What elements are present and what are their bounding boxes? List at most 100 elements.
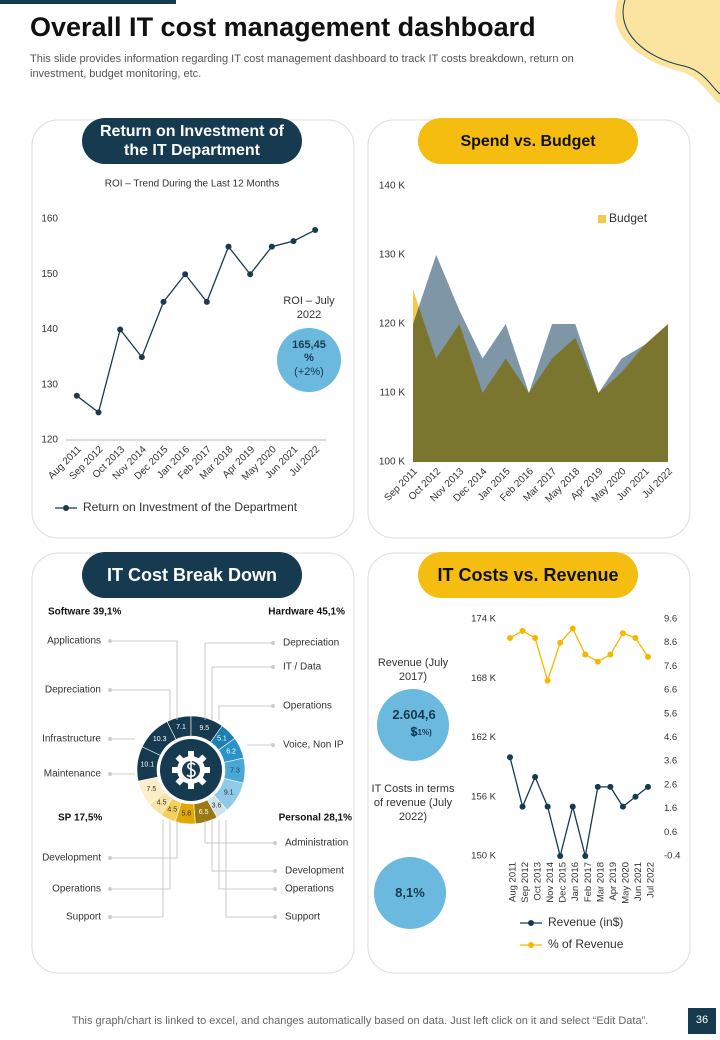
- series-line: [509, 627, 649, 683]
- data-point: [507, 634, 513, 641]
- item-label: Operations: [283, 701, 332, 712]
- segment-label: 4.5: [167, 807, 177, 814]
- data-point: [582, 853, 589, 859]
- data-point: [594, 783, 601, 790]
- legend-label: % of Revenue: [548, 937, 624, 951]
- y-tick-label: 6.6: [664, 685, 677, 696]
- data-point: [632, 793, 639, 800]
- data-point: [645, 783, 651, 790]
- panel-heading: IT Costs vs. Revenue: [437, 564, 619, 585]
- legend-marker: [63, 505, 69, 511]
- item-label: Administration: [285, 838, 348, 849]
- group-label: Personal 28,1%: [279, 813, 352, 824]
- donut-segment: [141, 721, 177, 756]
- y-tick-label: 1.6: [664, 803, 677, 814]
- x-tick-label: Oct 2013: [533, 862, 544, 901]
- y-tick-label: -0.4: [664, 851, 680, 862]
- leader-dot: [271, 665, 275, 669]
- data-point: [532, 774, 539, 780]
- x-tick-label: Mar 2018: [595, 862, 606, 902]
- group-label: Hardware 45,1%: [268, 607, 345, 618]
- y-tick-label: 120: [41, 435, 58, 446]
- y-tick-label: 150: [41, 269, 58, 280]
- annotation-label: Revenue (July 2017): [377, 657, 449, 683]
- data-point: [569, 625, 576, 632]
- y-tick-label: 120 K: [379, 319, 405, 330]
- x-tick-label: Jan 2016: [570, 862, 581, 901]
- leader-dot: [273, 841, 277, 845]
- leader-dot: [271, 641, 275, 645]
- series-line: [509, 757, 649, 857]
- item-label: Depreciation: [45, 685, 101, 696]
- annotation-label: ROI – July 2022: [283, 295, 335, 321]
- page-subtitle: This slide provides information regardin…: [30, 53, 574, 80]
- leader-dot: [108, 639, 112, 643]
- leader-line: [204, 642, 273, 720]
- segment-label: 7.3: [230, 767, 240, 774]
- series-line: [76, 229, 316, 414]
- legend-label: Revenue (in$): [548, 915, 623, 929]
- page-title: Overall IT cost management dashboard: [30, 12, 536, 42]
- segment-label: 3.6: [212, 803, 222, 810]
- data-point: [645, 653, 651, 660]
- leader-line: [218, 705, 273, 720]
- annotation-label: IT Costs in terms of revenue (July 2022): [371, 783, 455, 823]
- data-point: [268, 243, 275, 250]
- group-label: SP 17,5%: [58, 813, 102, 824]
- heading-pill: [418, 118, 638, 164]
- data-point: [182, 271, 189, 278]
- legend-label: Budget: [609, 211, 648, 225]
- leader-line: [110, 820, 164, 918]
- group-label: Software 39,1%: [48, 607, 121, 618]
- y-tick-label: 150 K: [471, 851, 496, 862]
- panel-heading: Return on Investment of the IT Departmen…: [99, 123, 284, 159]
- heading-pill: [418, 552, 638, 598]
- y-tick-label: 100 K: [379, 457, 405, 468]
- x-tick-label: Aug 2011: [508, 862, 519, 902]
- data-point: [532, 634, 539, 641]
- data-point: [607, 783, 614, 790]
- leader-dot: [108, 856, 112, 860]
- legend-marker: [528, 942, 534, 948]
- y-tick-label: 3.6: [664, 756, 677, 767]
- data-point: [73, 392, 80, 399]
- segment-label: 6.5: [199, 809, 209, 816]
- item-label: IT / Data: [283, 662, 322, 673]
- item-label: Development: [285, 866, 344, 877]
- leader-dot: [108, 688, 112, 692]
- leader-line: [110, 640, 178, 720]
- data-point: [594, 658, 601, 665]
- y-tick-label: 162 K: [471, 732, 496, 743]
- data-point: [203, 298, 210, 305]
- leader-dot: [271, 704, 275, 708]
- data-point: [225, 243, 232, 250]
- segment-label: 7.5: [147, 786, 157, 793]
- legend-label: Return on Investment of the Department: [83, 500, 298, 514]
- kpi-change: (-1%): [412, 728, 432, 737]
- data-point: [290, 238, 297, 245]
- series-area: [413, 255, 668, 462]
- y-tick-label: 130 K: [379, 250, 405, 261]
- leader-line: [211, 666, 273, 720]
- data-point: [519, 627, 526, 634]
- panel-heading: IT Cost Break Down: [106, 564, 278, 585]
- data-point: [519, 803, 526, 810]
- item-label: Infrastructure: [42, 734, 101, 745]
- item-label: Operations: [52, 884, 101, 895]
- page-number: 36: [695, 1014, 709, 1026]
- segment-label: 4.5: [157, 800, 167, 807]
- item-label: Operations: [285, 884, 334, 895]
- data-point: [247, 271, 254, 278]
- item-label: Support: [285, 912, 320, 923]
- leader-line: [225, 820, 275, 918]
- kpi-change: (+2%): [294, 366, 324, 378]
- item-label: Maintenance: [44, 769, 102, 780]
- donut-icon: [160, 739, 222, 801]
- kpi-bubble: [277, 328, 341, 392]
- y-tick-label: 168 K: [471, 673, 496, 684]
- legend-marker: [528, 920, 534, 926]
- y-tick-label: 130: [41, 379, 58, 390]
- data-point: [582, 651, 589, 658]
